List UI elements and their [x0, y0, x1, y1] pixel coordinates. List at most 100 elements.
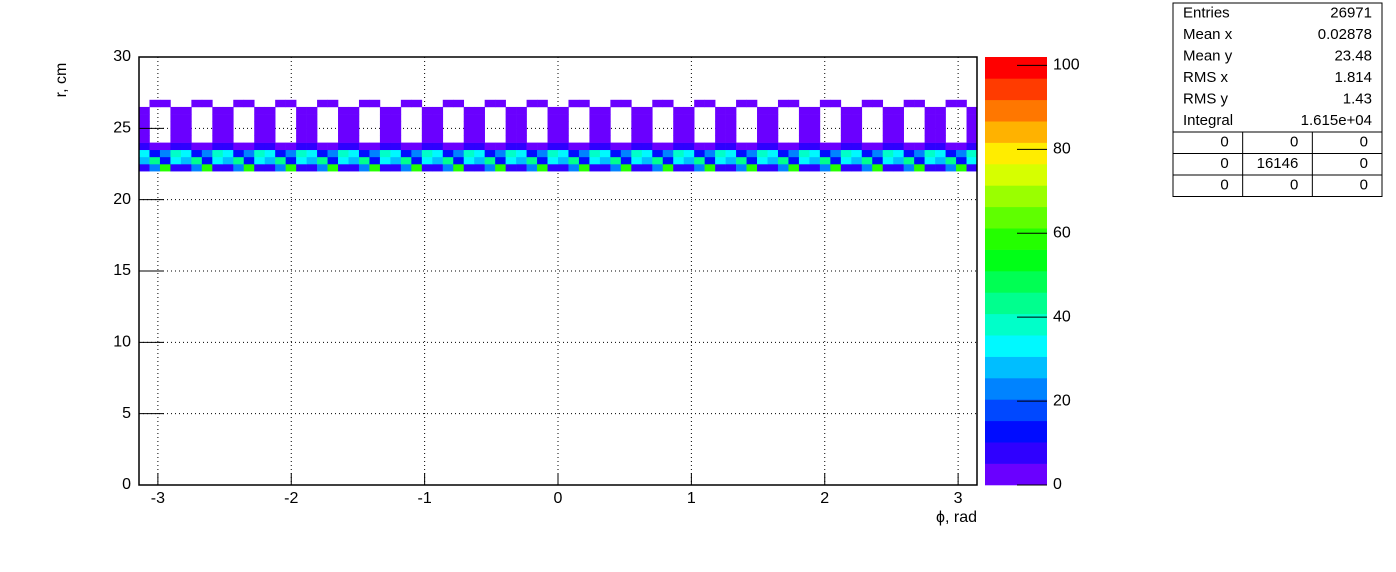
cell	[463, 164, 475, 172]
cell	[317, 164, 328, 172]
cell	[453, 142, 465, 151]
cell	[254, 128, 265, 136]
cell	[704, 156, 716, 165]
cell	[526, 156, 538, 165]
x-tick-label: -1	[418, 490, 432, 507]
table-cell: 0	[1290, 134, 1298, 151]
cell	[306, 114, 318, 122]
cell	[379, 164, 391, 172]
cell	[966, 142, 978, 151]
cell	[432, 121, 444, 129]
cell	[526, 99, 538, 108]
cell	[453, 164, 465, 172]
z-tick-label: 0	[1053, 476, 1062, 493]
cell	[715, 121, 726, 129]
cell	[599, 135, 611, 143]
cell	[662, 149, 674, 158]
cell	[348, 106, 360, 115]
cell	[505, 142, 517, 151]
cell	[798, 135, 810, 143]
cell	[369, 156, 381, 165]
cell	[798, 149, 810, 158]
cell	[275, 149, 286, 158]
cell	[212, 164, 224, 172]
cell	[139, 142, 150, 151]
cell	[861, 142, 873, 151]
y-tick-label: 25	[113, 120, 131, 137]
cell	[233, 156, 245, 165]
cell	[432, 114, 444, 122]
cell	[746, 99, 758, 108]
cell	[736, 142, 747, 151]
cell	[474, 142, 485, 151]
cell	[882, 149, 894, 158]
x-axis-label: ϕ, rad	[936, 509, 977, 526]
cell	[610, 142, 622, 151]
cell	[641, 135, 653, 143]
cell	[736, 149, 747, 158]
cell	[159, 99, 171, 108]
cell	[945, 164, 957, 172]
cell	[411, 99, 423, 108]
stat-label: Mean y	[1183, 48, 1233, 65]
y-tick-label: 30	[113, 48, 131, 65]
cell	[516, 121, 527, 129]
cell	[264, 156, 276, 165]
cell	[180, 135, 192, 143]
cell	[631, 128, 643, 136]
cell	[893, 106, 904, 115]
cell	[505, 128, 517, 136]
cell	[914, 142, 925, 151]
cell	[683, 156, 695, 165]
x-tick-label: -3	[151, 490, 165, 507]
cell	[285, 142, 297, 151]
cell	[641, 142, 653, 151]
color-band	[985, 399, 1047, 422]
cell	[830, 149, 842, 158]
cell	[568, 99, 580, 108]
cell	[851, 164, 863, 172]
cell	[484, 164, 496, 172]
cell	[296, 135, 307, 143]
cell	[882, 128, 894, 136]
y-tick-label: 20	[113, 191, 131, 208]
cell	[914, 149, 925, 158]
cell	[777, 164, 789, 172]
cell	[589, 114, 601, 122]
cell	[683, 135, 695, 143]
cell	[139, 149, 150, 158]
cell	[767, 156, 779, 165]
cell	[641, 149, 653, 158]
cell	[568, 156, 580, 165]
cell	[233, 99, 245, 108]
cell	[725, 156, 737, 165]
cell	[306, 135, 318, 143]
cell	[338, 156, 349, 165]
cell	[463, 114, 475, 122]
table-cell: 0	[1290, 177, 1298, 194]
cell	[767, 121, 779, 129]
cell	[736, 156, 747, 165]
color-band	[985, 164, 1047, 186]
cell	[296, 114, 307, 122]
color-band	[985, 78, 1047, 101]
cell	[170, 156, 182, 165]
cell	[453, 149, 465, 158]
cell	[840, 156, 852, 165]
cell	[421, 135, 433, 143]
cell	[704, 142, 716, 151]
cell	[662, 142, 674, 151]
cell	[851, 128, 863, 136]
cell	[222, 135, 234, 143]
cell	[463, 121, 475, 129]
cell	[966, 106, 978, 115]
cell	[159, 156, 171, 165]
cell	[798, 164, 810, 172]
cell	[882, 121, 894, 129]
cell	[767, 142, 779, 151]
cell	[861, 99, 873, 108]
cell	[610, 156, 622, 165]
cell	[903, 156, 915, 165]
cell	[264, 121, 276, 129]
cell	[819, 142, 831, 151]
